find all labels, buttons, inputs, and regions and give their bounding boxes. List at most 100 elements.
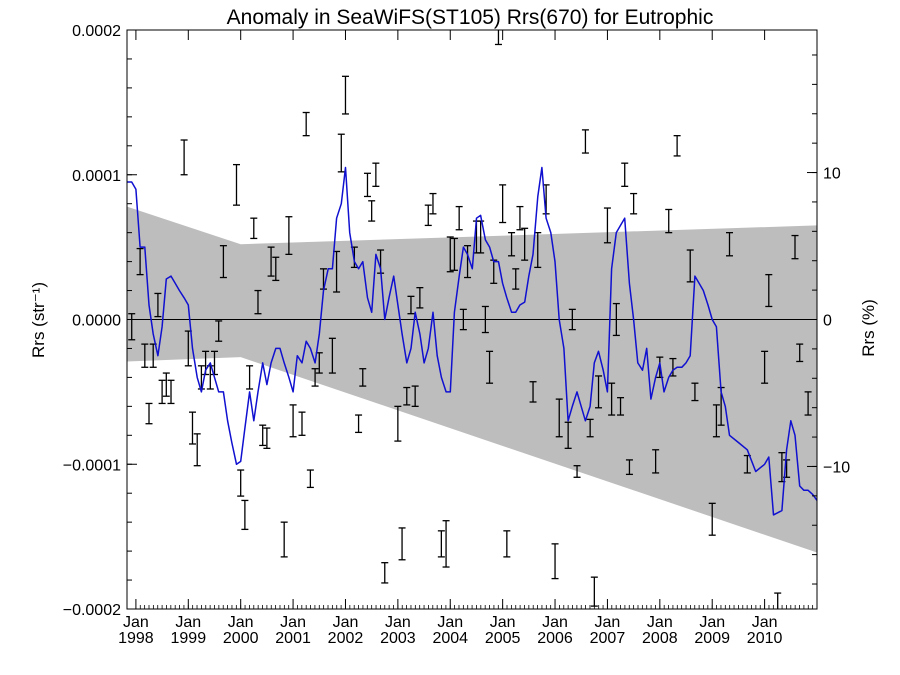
x-tick-label-month: Jan	[123, 614, 149, 631]
error-bar	[416, 287, 424, 309]
error-bar	[328, 337, 336, 374]
error-bar	[215, 320, 223, 342]
error-bar	[403, 386, 411, 406]
x-tick-label-month: Jan	[647, 614, 673, 631]
y-right-tick-label: −10	[823, 459, 850, 476]
error-bar	[363, 172, 371, 198]
confidence-band	[127, 206, 817, 553]
error-bar	[241, 499, 249, 531]
error-bar	[499, 184, 507, 224]
error-bar	[219, 245, 227, 279]
x-tick-label-month: Jan	[752, 614, 778, 631]
error-bar	[608, 382, 616, 416]
error-bar	[280, 521, 288, 558]
error-bar	[621, 162, 629, 187]
y-left-tick-label: −0.0001	[63, 457, 121, 474]
error-bar	[765, 273, 773, 308]
error-bar	[154, 292, 162, 318]
error-bar	[298, 411, 306, 436]
error-bar	[407, 295, 415, 315]
x-tick-label-month: Jan	[228, 614, 254, 631]
error-bar	[551, 543, 559, 580]
x-tick-label-year: 1999	[171, 630, 207, 647]
error-bar	[486, 350, 494, 384]
error-bar	[263, 427, 271, 449]
error-bar	[381, 562, 389, 584]
error-bar	[669, 357, 677, 377]
chart-title: Anomaly in SeaWiFS(ST105) Rrs(670) for E…	[227, 6, 714, 29]
error-bar	[450, 237, 458, 271]
x-tick-label-month: Jan	[699, 614, 725, 631]
error-bar	[512, 268, 520, 290]
error-bar	[337, 133, 345, 173]
y-right-tick-label: 0	[823, 313, 832, 330]
x-tick-label-month: Jan	[333, 614, 359, 631]
error-bar	[193, 433, 201, 467]
error-bar	[691, 382, 699, 402]
x-tick-label-year: 2003	[380, 630, 416, 647]
error-bar	[564, 421, 572, 449]
anomaly-line	[127, 166, 818, 516]
error-bar	[603, 207, 611, 244]
error-bar	[791, 234, 799, 260]
error-bar	[673, 135, 681, 157]
error-bar	[796, 343, 804, 363]
error-bar	[267, 246, 275, 277]
error-bar	[411, 385, 419, 408]
error-bar	[581, 129, 589, 154]
error-bar	[455, 205, 463, 231]
error-bar	[136, 247, 144, 276]
error-bar	[612, 302, 620, 337]
error-bar	[508, 231, 516, 257]
error-bar	[372, 162, 380, 187]
error-bar	[180, 139, 188, 176]
error-bar	[686, 249, 694, 283]
error-bar	[665, 208, 673, 234]
error-bar	[481, 305, 489, 334]
y-left-tick-label: 0.0001	[72, 168, 121, 185]
error-bar	[573, 465, 581, 478]
error-bar	[761, 350, 769, 384]
error-bar	[529, 381, 537, 403]
error-bar	[516, 205, 524, 231]
error-bar	[272, 256, 280, 282]
error-bar	[459, 308, 467, 331]
error-bar	[368, 200, 376, 222]
x-tick-label-month: Jan	[280, 614, 306, 631]
error-bar	[158, 379, 166, 405]
axis-labels: 0.0002 0.0001 0.0000 −0.0001 −0.0002 10 0 −10 Ja…	[63, 23, 851, 647]
x-tick-label-year: 2010	[747, 630, 783, 647]
error-bar	[804, 391, 812, 416]
error-bar	[232, 163, 240, 206]
error-bar	[237, 469, 245, 497]
error-bar	[302, 111, 310, 137]
x-tick-label-year: 2000	[223, 630, 259, 647]
x-tick-label-month: Jan	[175, 614, 201, 631]
x-tick-label-month: Jan	[437, 614, 463, 631]
error-bar	[285, 216, 293, 256]
error-bar	[424, 204, 432, 227]
y-left-tick-label: −0.0002	[63, 602, 121, 619]
error-bar	[494, 30, 502, 46]
error-bar	[141, 343, 149, 368]
x-tick-label-year: 2007	[590, 630, 626, 647]
error-bar	[259, 424, 267, 447]
error-bar	[398, 527, 406, 561]
confidence-band-area	[127, 206, 817, 553]
error-bar	[188, 411, 196, 445]
error-bar	[595, 375, 603, 409]
error-bar	[477, 220, 485, 254]
error-bar	[568, 308, 576, 331]
error-bar	[442, 520, 450, 568]
error-bar	[359, 368, 367, 387]
error-bar	[630, 192, 638, 215]
x-tick-label-year: 2006	[537, 630, 573, 647]
x-tick-label-year: 2005	[485, 630, 521, 647]
error-bar	[590, 576, 598, 607]
axis-ticks	[127, 29, 818, 610]
error-bar	[586, 418, 594, 438]
error-bar	[429, 192, 437, 215]
x-tick-label-month: Jan	[490, 614, 516, 631]
